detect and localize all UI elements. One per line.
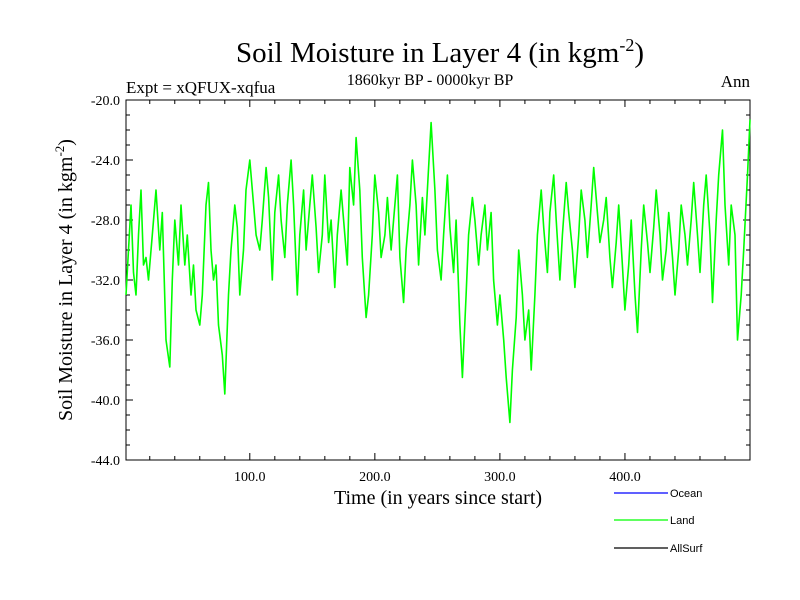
y-axis-label: Soil Moisture in Layer 4 (in kgm-2): [52, 139, 77, 421]
legend: Ocean Land AllSurf: [614, 488, 703, 555]
chart-title: Soil Moisture in Layer 4 (in kgm-2): [236, 35, 644, 69]
y-tick-label: -24.0: [91, 154, 120, 169]
x-tick-label: 300.0: [484, 470, 516, 485]
x-tick-label: 200.0: [359, 470, 391, 485]
legend-label-ocean: Ocean: [670, 488, 702, 500]
plot-frame: [125, 99, 751, 461]
y-tick-label: -20.0: [91, 94, 120, 109]
series-line-land: [125, 119, 751, 424]
x-axis-label: Time (in years since start): [334, 487, 542, 509]
y-tick-label: -28.0: [91, 214, 120, 229]
season-label: Ann: [721, 72, 751, 91]
experiment-label: Expt = xQFUX-xqfua: [126, 78, 276, 97]
y-tick-label: -44.0: [91, 454, 120, 469]
y-tick-label: -40.0: [91, 394, 120, 409]
x-tick-label: 100.0: [234, 470, 266, 485]
legend-label-land: Land: [670, 515, 694, 527]
y-tick-label: -32.0: [91, 274, 120, 289]
y-tick-label: -36.0: [91, 334, 120, 349]
chart-subtitle: 1860kyr BP - 0000kyr BP: [347, 72, 514, 89]
legend-label-allsurf: AllSurf: [670, 543, 703, 555]
x-tick-label: 400.0: [609, 470, 641, 485]
